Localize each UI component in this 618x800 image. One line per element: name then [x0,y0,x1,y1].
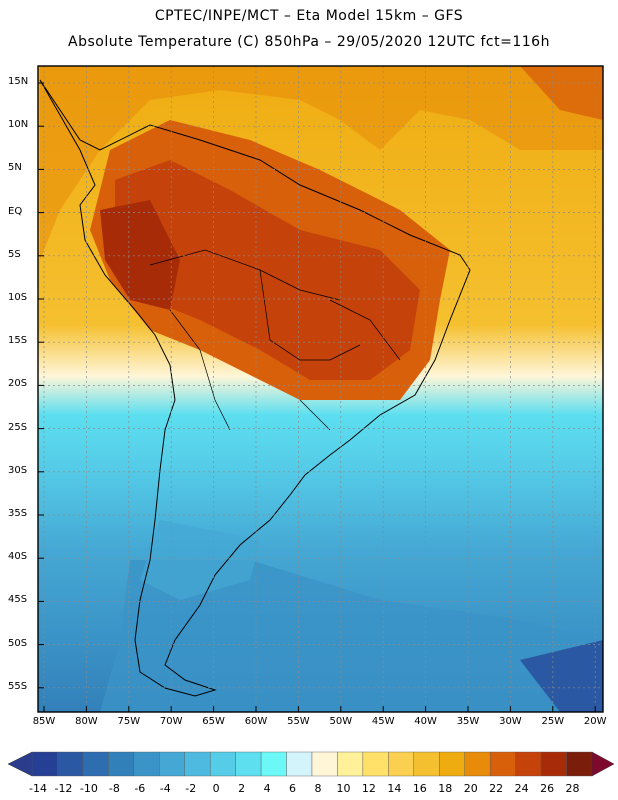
lon-label: 25W [541,716,565,727]
colorbar-swatch [489,751,516,777]
lat-label: 35S [8,508,28,519]
lat-label: 30S [8,464,28,476]
colorbar-swatch [515,751,542,777]
colorbar-label: 16 [412,782,427,795]
colorbar-label: 0 [212,782,220,795]
colorbar-label: -8 [108,782,120,795]
colorbar-swatch [57,751,84,777]
colorbar-swatch [566,751,593,777]
chart-title-line2: Absolute Temperature (C) 850hPa – 29/05/… [68,34,550,50]
colorbar-swatch [31,751,58,777]
lon-label: 65W [202,716,225,727]
lat-label: 45S [8,594,28,606]
graticule [38,66,603,712]
temperature-field [38,66,603,712]
colorbar-swatch [413,751,440,777]
chart-title-line1: CPTEC/INPE/MCT – Eta Model 15km – GFS [154,8,464,24]
colorbar-label: 10 [336,782,351,795]
colorbar-label: -14 [29,782,47,795]
colorbar-swatch [184,751,211,777]
colorbar-swatch [286,751,313,777]
colorbar-swatch [133,751,160,777]
lat-label: 15S [8,335,28,347]
colorbar-swatch [362,751,389,777]
colorbar-label: -12 [54,782,73,795]
colorbar-swatch [464,751,491,777]
lon-label: 40W [414,716,437,727]
lat-label: 5N [8,162,22,174]
lon-label: 80W [75,716,98,727]
colorbar-label: 28 [565,782,580,795]
colorbar-label: 20 [463,782,478,795]
colorbar-swatch [439,751,465,777]
lat-label: 5S [8,248,21,260]
colorbar-label: 14 [387,782,402,795]
colorbar-label: 24 [514,782,529,795]
colorbar-swatch [209,751,236,777]
lat-label: 50S [8,637,28,649]
lon-label: 55W [287,716,310,727]
country-borders [149,249,401,431]
coastline [39,79,471,697]
colorbar-swatch [108,751,135,777]
colorbar-label: -10 [79,782,98,795]
colorbar [7,751,615,777]
colorbar-swatch [337,751,364,777]
colorbar-swatch [388,751,415,777]
lat-label: 10S [8,292,28,303]
lat-label: 40S [8,551,28,563]
colorbar-swatch [311,751,338,777]
lon-label: 45W [371,716,395,727]
colorbar-min-arrow [7,751,33,777]
colorbar-swatch [235,751,262,777]
lon-label: 50W [329,716,353,727]
colorbar-swatch [159,751,185,777]
colorbar-label: 6 [289,782,297,795]
colorbar-label: 26 [540,782,555,795]
colorbar-swatch [260,751,287,777]
lat-label: 15N [8,76,29,87]
lon-label: 75W [117,716,141,727]
axis-ticks [38,82,596,712]
lat-label: 20S [8,378,28,390]
lon-label: 30W [499,716,522,727]
lon-label: 35W [456,716,480,727]
colorbar-label: 22 [489,782,504,795]
lat-label: 55S [8,680,28,692]
colorbar-label: 12 [361,782,376,795]
colorbar-label: 2 [238,782,246,795]
lon-label: 20W [583,716,607,727]
colorbar-label: -2 [185,782,197,795]
colorbar-swatch [82,751,109,777]
colorbar-label: -6 [134,782,146,795]
lon-label: 70W [159,716,183,727]
colorbar-max-arrow [591,751,615,777]
map-frame [37,65,604,713]
colorbar-swatch [540,751,567,777]
lon-label: 85W [32,716,56,727]
lat-label: 10N [8,119,29,131]
colorbar-label: -4 [159,782,171,795]
lat-label: 25S [8,421,28,433]
lon-label: 60W [244,716,268,727]
colorbar-label: 4 [263,782,271,795]
colorbar-label: 18 [438,782,453,795]
lat-label: EQ [8,205,23,217]
colorbar-label: 8 [314,782,322,795]
